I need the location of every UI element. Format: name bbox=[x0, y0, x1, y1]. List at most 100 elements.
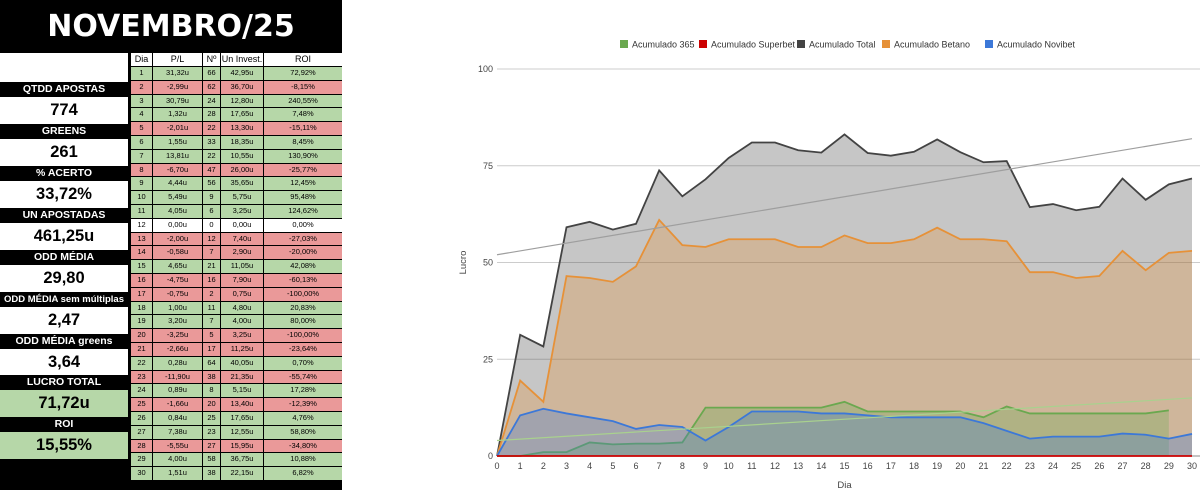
stat-value: 261 bbox=[0, 139, 128, 166]
table-cell: 0,00% bbox=[292, 219, 314, 229]
table-cell: 72,92% bbox=[290, 68, 316, 77]
x-tick-label: 12 bbox=[770, 461, 780, 471]
table-cell: 15,95u bbox=[221, 439, 264, 453]
table-cell: 40,05u bbox=[221, 356, 264, 370]
table-cell: 58 bbox=[203, 453, 221, 467]
table-cell: 12,45% bbox=[290, 178, 316, 188]
stat-label: QTDD APOSTAS bbox=[0, 82, 128, 97]
table-row: 25 -1,66u 20 13,40u -12,39% bbox=[131, 398, 342, 412]
table-cell: 6 bbox=[203, 204, 221, 218]
table-row: 24 0,89u 8 5,15u 17,28% bbox=[131, 384, 342, 399]
column-header: Nº bbox=[203, 53, 221, 66]
table-cell: 130,90% bbox=[288, 150, 318, 160]
table-cell: 0,75u bbox=[221, 287, 264, 301]
table-cell: -34,80% bbox=[289, 440, 317, 450]
stat-value: 29,80 bbox=[0, 265, 128, 292]
table-row: 9 4,44u 56 35,65u 12,45% bbox=[131, 177, 342, 192]
table-cell: 0,00u bbox=[221, 218, 264, 232]
x-tick-label: 22 bbox=[1002, 461, 1012, 471]
table-cell: 20,83% bbox=[290, 302, 316, 312]
x-tick-label: 26 bbox=[1094, 461, 1104, 471]
table-cell: 13,81u bbox=[153, 149, 203, 163]
series-area-0 bbox=[497, 401, 1169, 456]
table-cell: 13,30u bbox=[221, 122, 264, 135]
table-cell: 64 bbox=[203, 356, 221, 370]
table-cell: 5,75u bbox=[221, 191, 264, 204]
table-cell: -12,39% bbox=[289, 399, 317, 409]
table-cell: -20,00% bbox=[289, 247, 317, 257]
table-cell: 11 bbox=[203, 301, 221, 315]
x-tick-label: 4 bbox=[587, 461, 592, 471]
x-tick-label: 29 bbox=[1164, 461, 1174, 471]
x-tick-label: 20 bbox=[955, 461, 965, 471]
table-cell: 28 bbox=[203, 108, 221, 122]
table-cell: 17 bbox=[131, 287, 153, 301]
table-cell: 14 bbox=[131, 246, 153, 260]
table-cell: 36,75u bbox=[221, 453, 264, 467]
table-cell: 13,40u bbox=[221, 398, 264, 411]
table-cell: 38 bbox=[203, 370, 221, 384]
table-cell: 25 bbox=[131, 398, 153, 411]
legend-label: Acumulado 365 bbox=[632, 40, 695, 50]
table-cell: 7 bbox=[131, 149, 153, 163]
table-header: Dia P/L Nº Un Invest. ROI bbox=[131, 53, 342, 67]
table-cell: -2,01u bbox=[153, 122, 203, 135]
table-row: 6 1,55u 33 18,35u 8,45% bbox=[131, 135, 342, 150]
table-cell: 4,76% bbox=[292, 412, 314, 422]
table-row: 10 5,49u 9 5,75u 95,48% bbox=[131, 191, 342, 205]
table-cell: -60,13% bbox=[289, 274, 317, 284]
stat-value: 774 bbox=[0, 97, 128, 124]
x-tick-label: 28 bbox=[1141, 461, 1151, 471]
table-cell: -100,00% bbox=[286, 288, 320, 298]
x-tick-label: 11 bbox=[747, 461, 756, 471]
table-cell: 8,45% bbox=[292, 136, 314, 146]
table-cell: 35,65u bbox=[221, 177, 264, 191]
x-tick-label: 30 bbox=[1187, 461, 1197, 471]
stat-label: LUCRO TOTAL bbox=[0, 375, 128, 390]
table-row: 17 -0,75u 2 0,75u -100,00% bbox=[131, 287, 342, 302]
x-tick-label: 7 bbox=[657, 461, 662, 471]
table-cell: 3 bbox=[131, 94, 153, 108]
table-cell: -0,75u bbox=[153, 287, 203, 301]
table-cell: 11,05u bbox=[221, 260, 264, 273]
stat-value: 71,72u bbox=[0, 390, 128, 417]
table-cell: 7,90u bbox=[221, 273, 264, 287]
table-row: 20 -3,25u 5 3,25u -100,00% bbox=[131, 329, 342, 343]
table-cell: 20 bbox=[131, 329, 153, 342]
table-cell: 95,48% bbox=[290, 192, 316, 202]
table-cell: 10,55u bbox=[221, 149, 264, 163]
table-cell: 7,40u bbox=[221, 232, 264, 246]
table-cell: -0,58u bbox=[153, 246, 203, 260]
table-row: 15 4,65u 21 11,05u 42,08% bbox=[131, 260, 342, 274]
legend-label: Acumulado Total bbox=[809, 40, 875, 50]
table-cell: 15 bbox=[131, 260, 153, 273]
x-tick-label: 24 bbox=[1048, 461, 1058, 471]
table-cell: 7 bbox=[203, 315, 221, 329]
table-cell: -6,70u bbox=[153, 163, 203, 177]
legend-swatch bbox=[985, 40, 993, 48]
stat-label: % ACERTO bbox=[0, 166, 128, 181]
table-cell: 22 bbox=[131, 356, 153, 370]
x-tick-label: 10 bbox=[724, 461, 734, 471]
table-cell: 1 bbox=[131, 67, 153, 80]
table-cell: 1,32u bbox=[153, 108, 203, 122]
table-cell: 8 bbox=[203, 384, 221, 398]
table-cell: 12 bbox=[131, 218, 153, 232]
stat-label: ROI bbox=[0, 417, 128, 432]
x-tick-label: 8 bbox=[680, 461, 685, 471]
table-cell: 21 bbox=[131, 342, 153, 356]
table-cell: 25 bbox=[203, 411, 221, 425]
table-row: 4 1,32u 28 17,65u 7,48% bbox=[131, 108, 342, 123]
table-cell: 24 bbox=[131, 384, 153, 398]
column-header: P/L bbox=[153, 53, 203, 66]
series-line-3 bbox=[496, 218, 1193, 457]
series-area-4 bbox=[497, 408, 1192, 456]
stat-value: 15,55% bbox=[0, 432, 128, 459]
table-cell: -11,90u bbox=[153, 370, 203, 384]
x-tick-label: 9 bbox=[703, 461, 708, 471]
table-row: 13 -2,00u 12 7,40u -27,03% bbox=[131, 232, 342, 247]
table-cell: -15,11% bbox=[289, 123, 317, 133]
table-cell: -2,00u bbox=[153, 232, 203, 246]
table-cell: 6,82% bbox=[292, 468, 314, 478]
table-cell: 1,51u bbox=[153, 467, 203, 480]
